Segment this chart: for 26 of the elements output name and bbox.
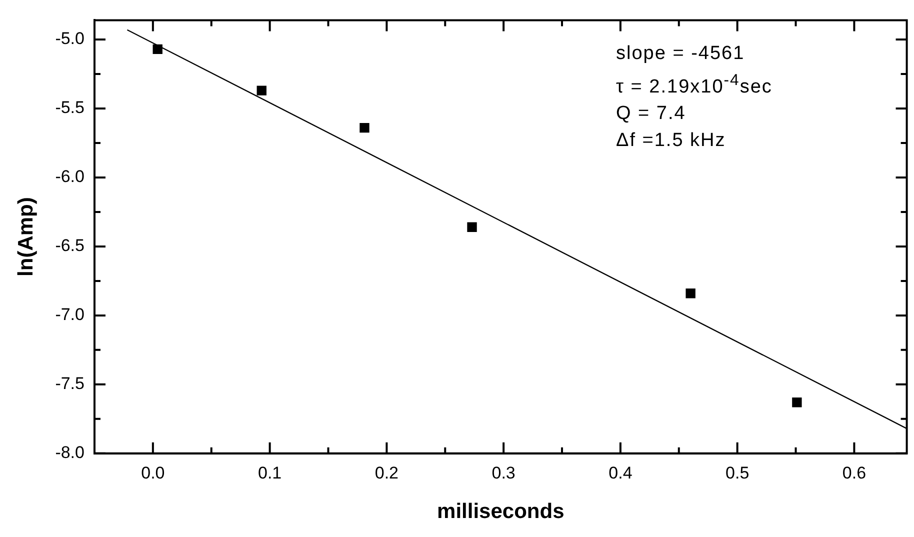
y-axis-title: ln(Amp)	[14, 197, 38, 276]
point	[360, 122, 370, 133]
x-tick-label: 0.6	[842, 463, 866, 482]
annotation: slope = -4561	[616, 42, 746, 66]
point	[152, 44, 162, 54]
x-axis-title: milliseconds	[437, 500, 564, 524]
x-tick-label: 0.0	[141, 463, 165, 482]
annotation: Δf =1.5 kHz	[616, 129, 727, 154]
y-tick-label: -7.0	[55, 305, 84, 324]
y-tick-label: -7.5	[55, 374, 84, 394]
y-tick-label: -6.5	[55, 236, 84, 256]
y-tick-label: -6.0	[55, 167, 84, 186]
y-tick-label: -5.0	[55, 29, 84, 48]
x-tick-label: 0.5	[726, 463, 750, 482]
point	[467, 222, 477, 232]
annotation: τ = 2.19x10$^{-4}$sec	[616, 71, 772, 100]
point	[256, 86, 266, 96]
x-tick-label: 0.3	[492, 463, 516, 482]
point	[792, 398, 802, 408]
y-tick-label: -8.0	[55, 443, 84, 462]
x-tick-label: 0.1	[258, 463, 282, 482]
y-tick-label: -5.5	[55, 98, 84, 118]
point	[686, 288, 696, 298]
annotation: Q = 7.4	[616, 102, 687, 126]
x-tick-label: 0.4	[608, 463, 632, 482]
x-tick-label: 0.2	[374, 463, 399, 482]
